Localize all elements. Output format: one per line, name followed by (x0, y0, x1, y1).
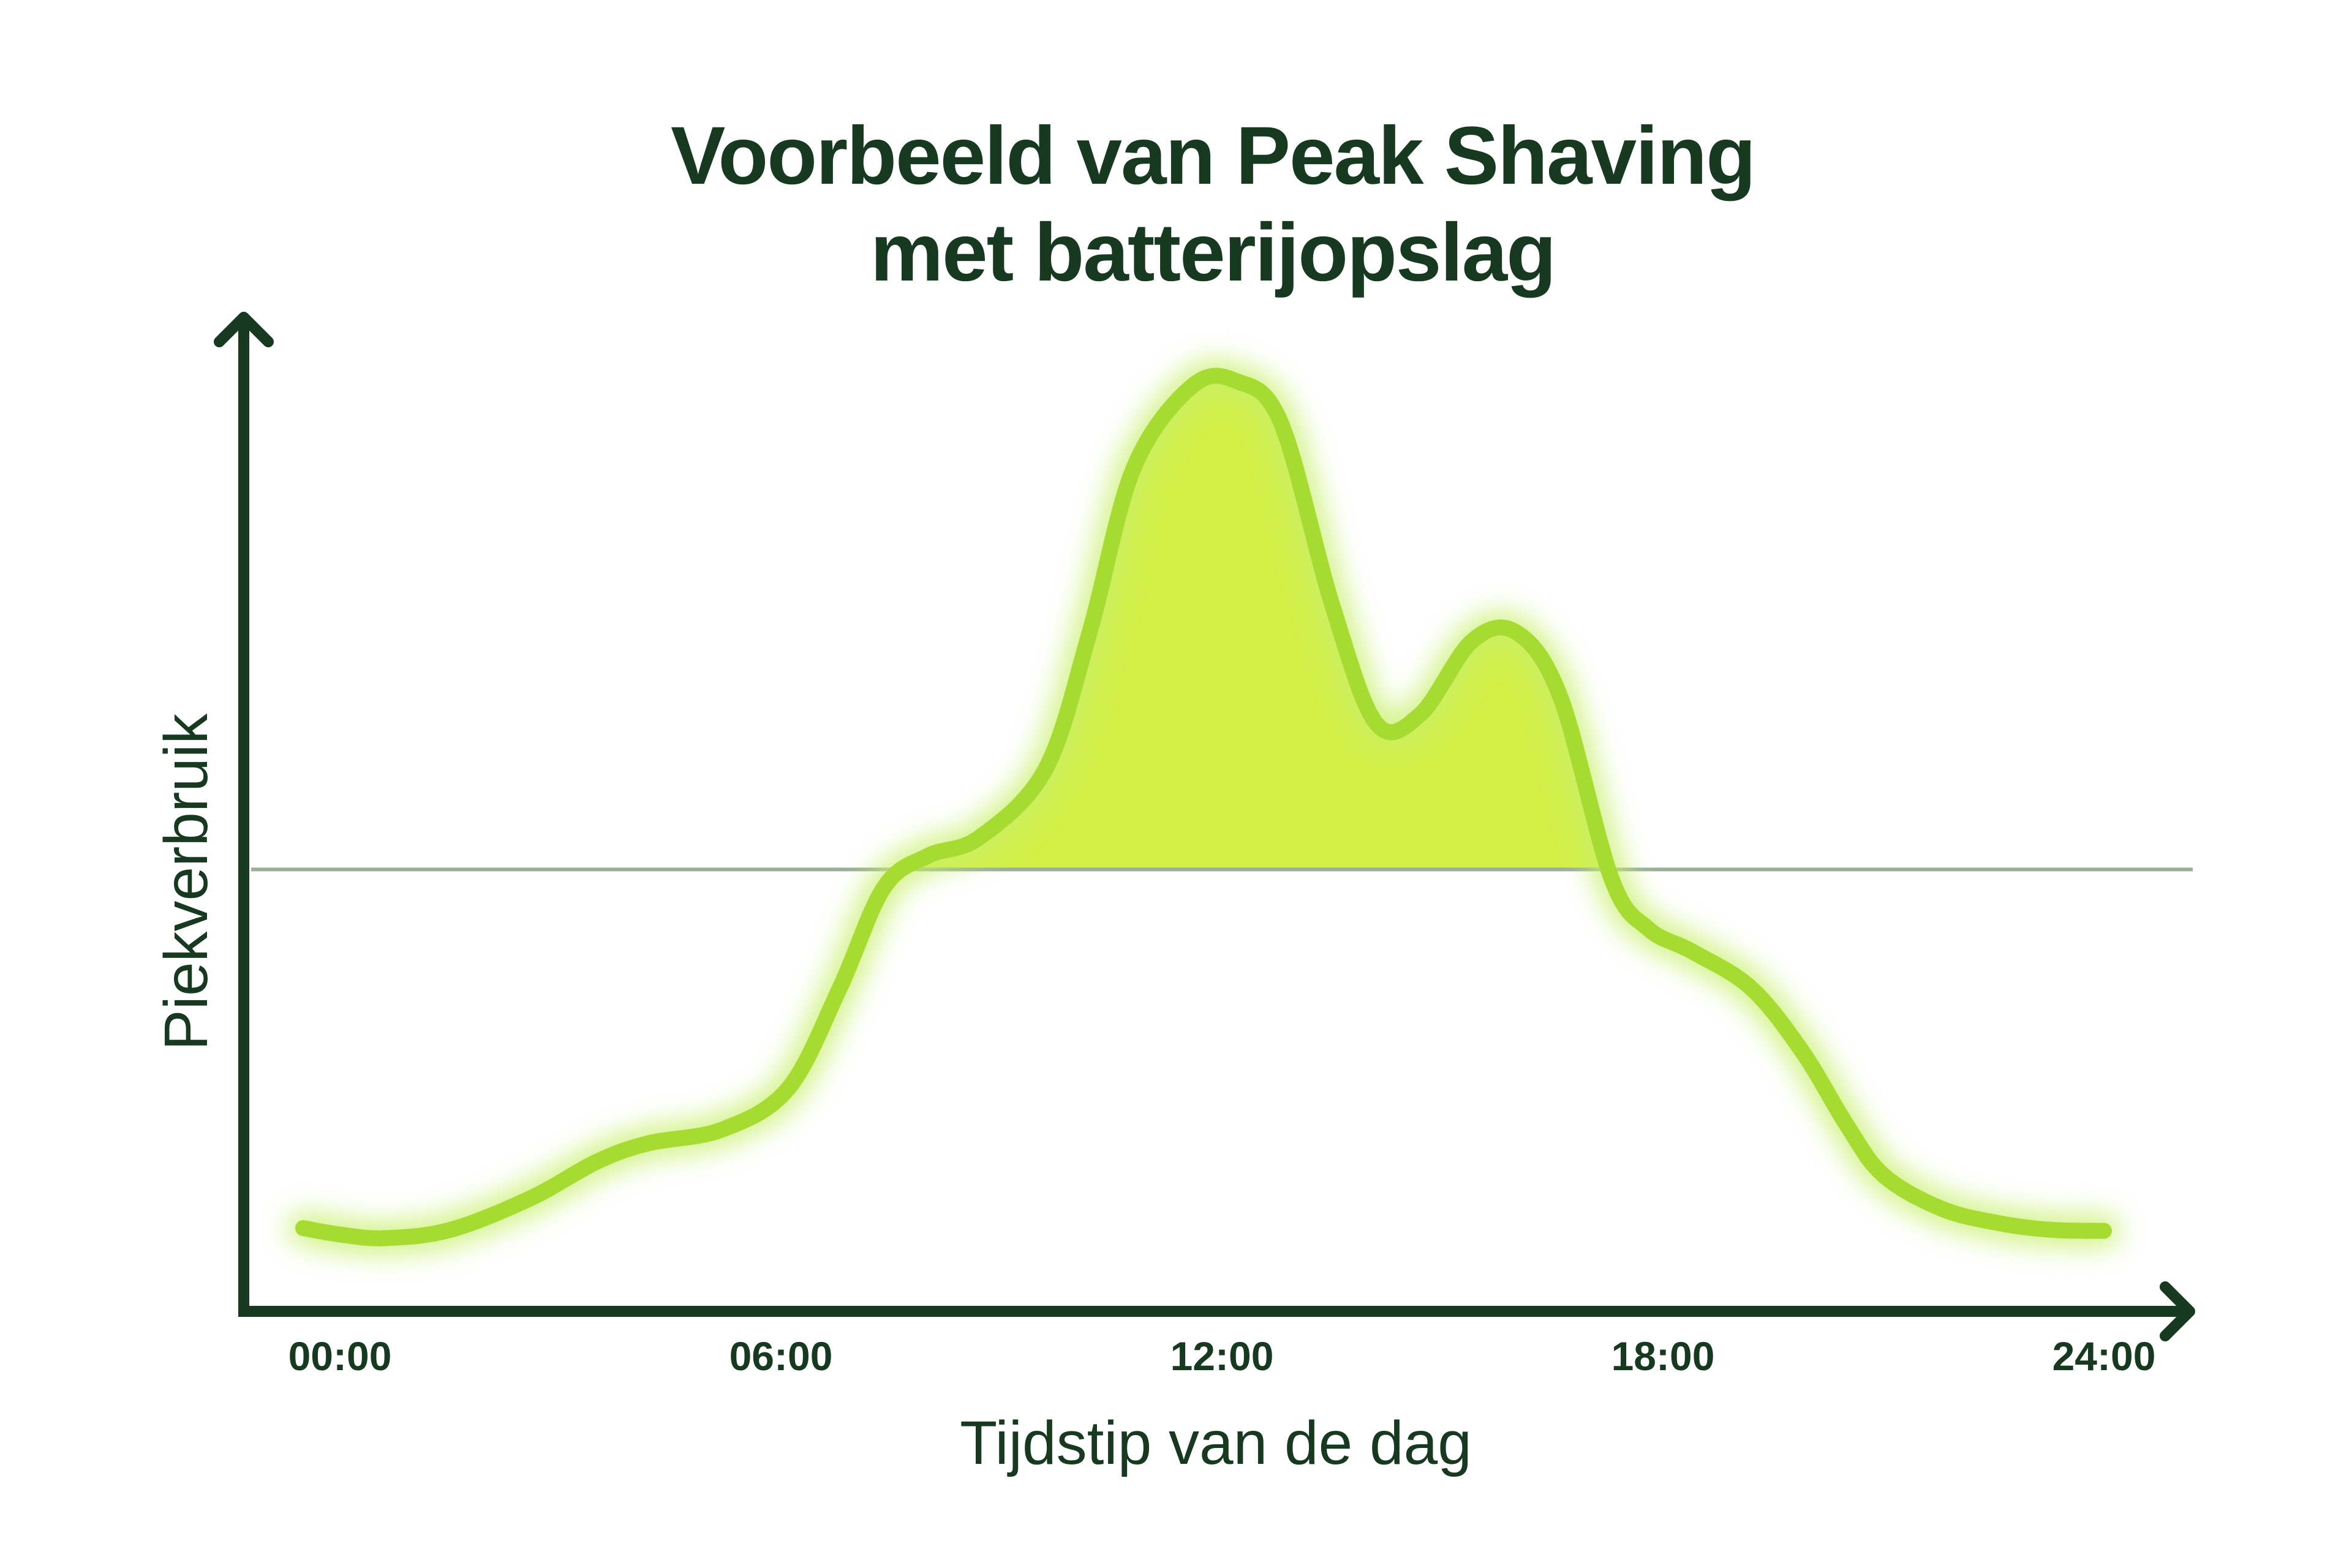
x-axis (238, 1281, 2195, 1341)
chart-title: Voorbeeld van Peak Shaving met batterijo… (671, 110, 1756, 298)
x-tick-label: 00:00 (288, 1333, 392, 1379)
x-axis-arrow-icon (2160, 1281, 2195, 1341)
x-tick-label: 24:00 (2052, 1333, 2156, 1379)
y-axis-label: Piekverbruik (152, 713, 221, 1050)
x-tick-labels: 00:00 06:00 12:00 18:00 24:00 (288, 1333, 2156, 1379)
chart-title-line-2: met batterijopslag (870, 207, 1555, 298)
x-tick-label: 18:00 (1611, 1333, 1715, 1379)
shaved-peak-area (303, 375, 2104, 870)
x-tick-label: 12:00 (1170, 1333, 1274, 1379)
y-axis (214, 312, 274, 1317)
x-tick-label: 06:00 (729, 1333, 833, 1379)
chart-title-line-1: Voorbeeld van Peak Shaving (671, 110, 1755, 202)
x-axis-label: Tijdstip van de dag (960, 1409, 1472, 1477)
consumption-curve (295, 368, 2112, 1246)
y-axis-arrow-icon (214, 312, 274, 347)
